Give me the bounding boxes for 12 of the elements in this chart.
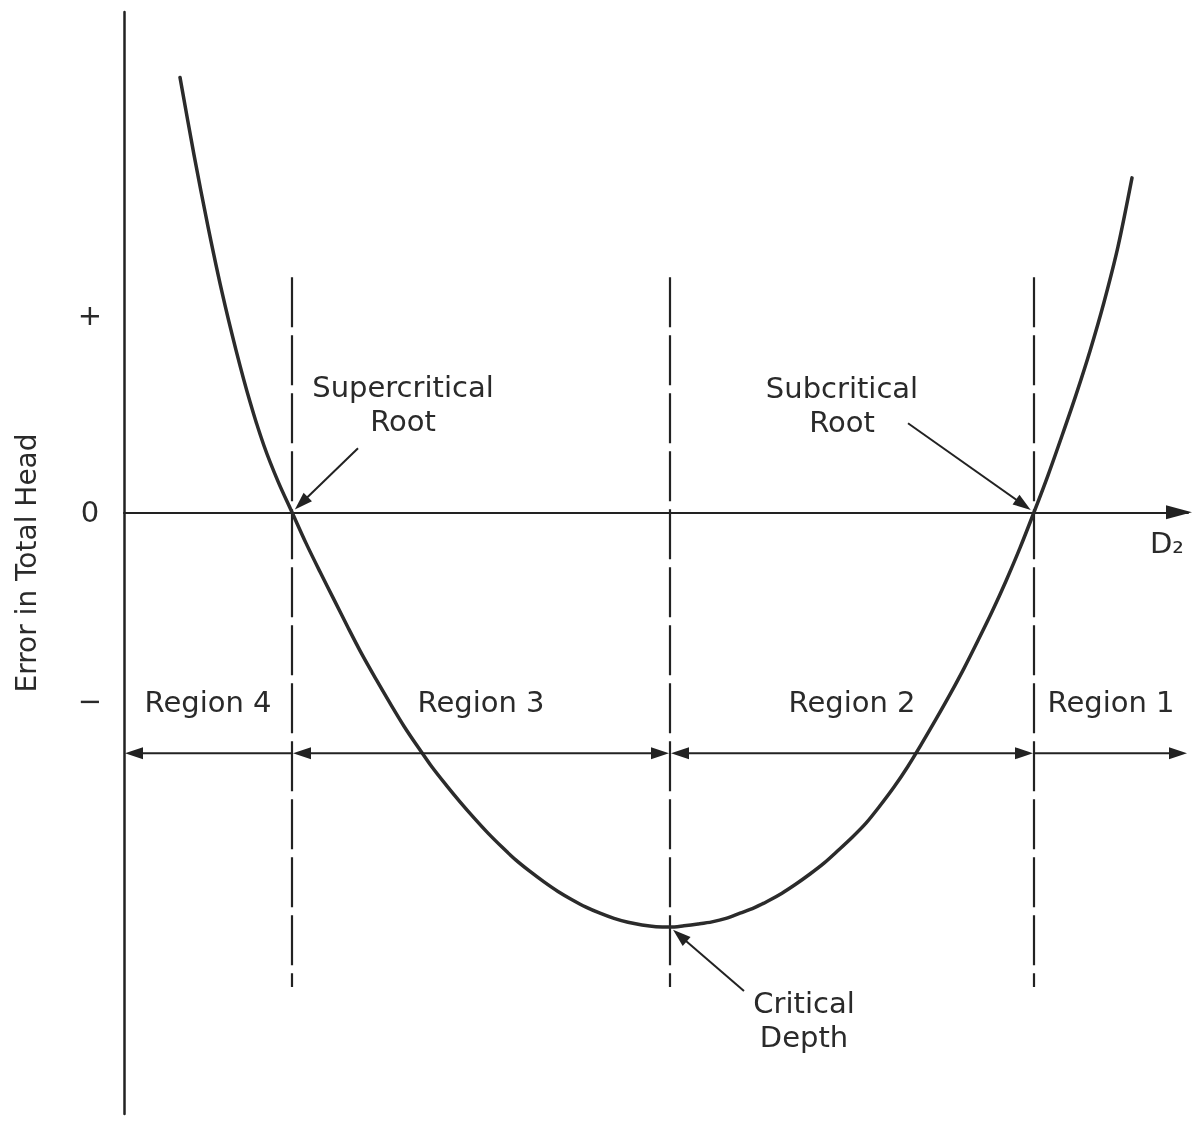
annotation: Region 2 — [788, 685, 916, 720]
x-axis-title: D₂ — [1150, 525, 1184, 560]
y-axis-title: Error in Total Head — [9, 433, 43, 693]
text: Critical Depth — [753, 986, 855, 1055]
annotation: Region 4 — [144, 685, 272, 720]
text: 0 — [80, 495, 100, 530]
text: − — [77, 684, 103, 719]
annotation: Supercritical Root — [312, 370, 494, 439]
annotation: Region 1 — [1047, 685, 1175, 720]
annotation: Subcritical Root — [765, 371, 919, 440]
annotation: Region 3 — [417, 685, 545, 720]
text: + — [77, 298, 103, 333]
